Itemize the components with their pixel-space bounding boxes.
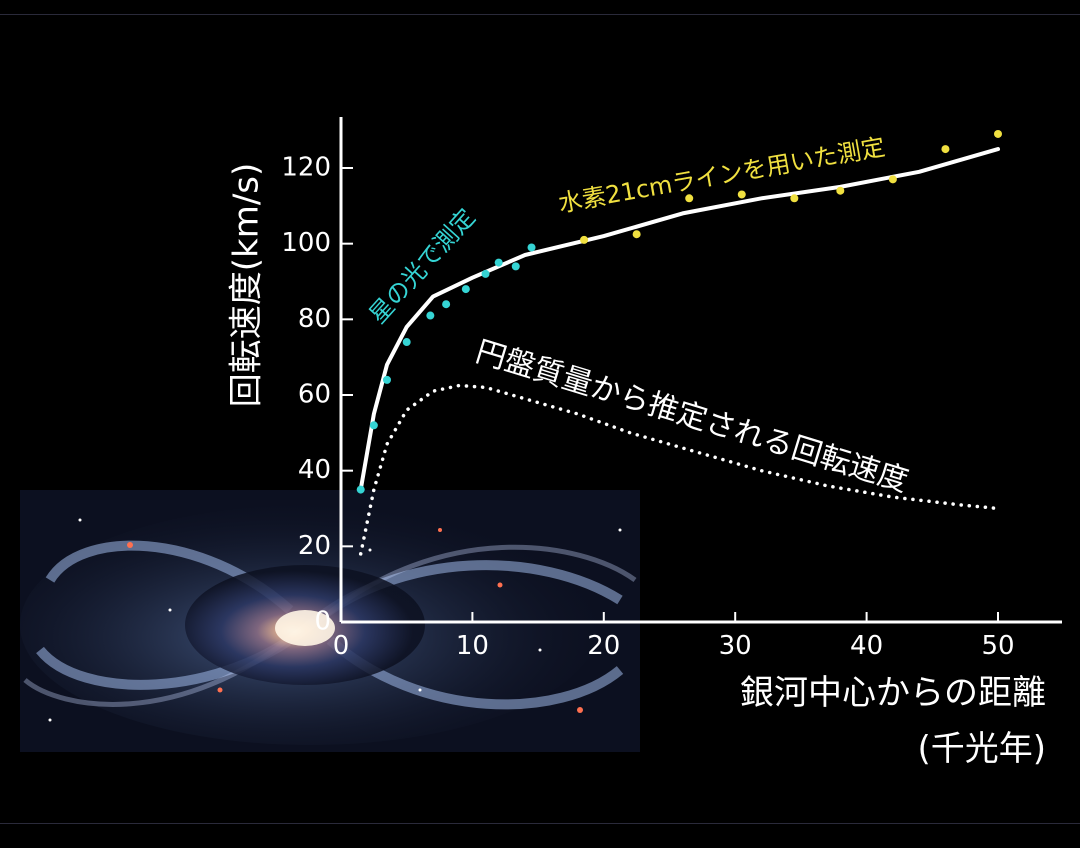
data-point: [685, 194, 694, 203]
data-point: [888, 175, 897, 184]
data-point: [369, 421, 378, 430]
points: [356, 129, 1002, 494]
y-tick-label: 120: [281, 153, 331, 183]
y-tick-label: 20: [298, 531, 331, 561]
data-point: [442, 300, 451, 309]
x-tick-label: 50: [981, 631, 1014, 661]
data-point: [527, 243, 536, 252]
annotation-disk-mass: 円盤質量から推定される回転速度: [472, 334, 913, 499]
series-line-observed: [358, 147, 1000, 492]
y-tick-label: 60: [298, 380, 331, 410]
data-point: [632, 230, 641, 239]
series-line-disk-mass: [358, 383, 1000, 556]
y-tick-label: 80: [298, 304, 331, 334]
x-tick-label: 40: [850, 631, 883, 661]
x-tick-label: 0: [333, 631, 350, 661]
data-point: [941, 145, 950, 154]
data-point: [481, 269, 490, 278]
x-axis-title: 銀河中心からの距離: [740, 673, 1046, 713]
data-point: [836, 186, 845, 195]
data-point: [580, 235, 589, 244]
data-point: [461, 285, 470, 294]
data-point: [382, 375, 391, 384]
data-point: [356, 485, 365, 494]
ticks: 0 20 40 60 80 100 120 0 10 20 30 40 50: [281, 153, 1014, 662]
x-tick-label: 10: [456, 631, 489, 661]
y-axis-title: 回転速度(km/s): [227, 163, 267, 408]
data-point: [402, 338, 411, 347]
x-tick-label: 30: [719, 631, 752, 661]
data-point: [737, 190, 746, 199]
data-point: [494, 258, 503, 267]
data-point: [511, 262, 520, 271]
x-tick-label: 20: [587, 631, 620, 661]
data-point: [426, 311, 435, 320]
y-tick-label: 0: [314, 607, 331, 637]
x-axis-unit: (千光年): [917, 729, 1046, 769]
data-point: [994, 129, 1002, 138]
axes: [339, 117, 1062, 624]
data-point: [790, 194, 799, 203]
y-tick-label: 100: [281, 228, 331, 258]
y-tick-label: 40: [298, 455, 331, 485]
